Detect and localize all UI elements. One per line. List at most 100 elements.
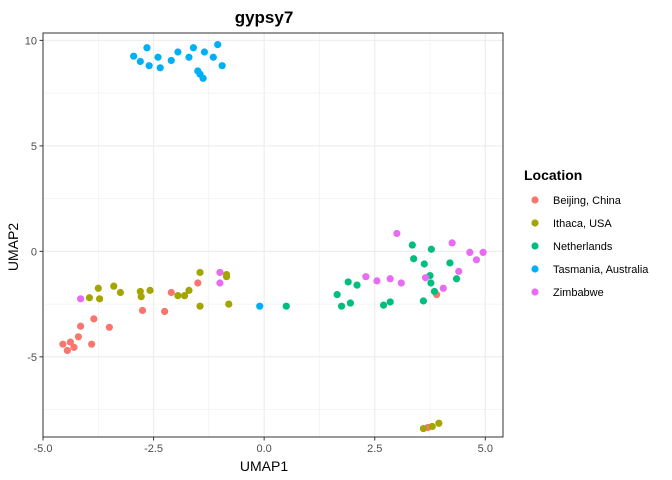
data-point (174, 292, 182, 300)
data-point (137, 293, 145, 301)
data-point (200, 48, 209, 56)
data-point (66, 338, 75, 346)
data-points (59, 41, 487, 433)
legend-key (531, 219, 539, 227)
data-point (393, 229, 401, 238)
data-point (452, 275, 461, 283)
chart-title: gypsy7 (235, 8, 294, 27)
data-point (105, 323, 113, 331)
data-point (63, 346, 71, 355)
data-point (256, 302, 264, 310)
data-point (225, 300, 233, 308)
data-point (143, 44, 151, 52)
data-point (421, 274, 430, 282)
data-point (455, 267, 463, 275)
data-point (138, 306, 147, 315)
data-point (59, 340, 67, 348)
data-point (397, 279, 405, 287)
data-point (88, 340, 96, 348)
data-point (353, 281, 361, 289)
data-point (110, 282, 118, 290)
data-point (386, 298, 394, 306)
data-point (96, 295, 104, 303)
data-point (167, 56, 175, 65)
data-point (154, 53, 162, 61)
data-point (373, 277, 381, 285)
data-point (216, 268, 224, 277)
data-point (136, 57, 144, 66)
data-point (85, 294, 94, 302)
data-point (333, 290, 341, 299)
data-point (156, 64, 164, 72)
y-tick-label: -5 (27, 352, 37, 364)
data-point (194, 279, 202, 287)
data-point (419, 297, 427, 305)
data-point (408, 241, 416, 249)
y-axis-ticks: -5 0 5 10 (25, 35, 43, 364)
legend-label: Beijing, China (553, 195, 622, 207)
x-tick-label: -5.0 (34, 443, 53, 455)
data-point (448, 239, 456, 247)
data-point (196, 302, 204, 310)
data-point (439, 284, 447, 292)
data-point (90, 315, 98, 323)
legend-label: Tasmania, Australia (553, 264, 649, 276)
x-tick-label: 0.0 (257, 443, 272, 455)
data-point (427, 279, 435, 287)
data-point (167, 288, 175, 297)
legend-label: Zimbabwe (553, 287, 604, 299)
data-point (94, 284, 102, 292)
data-point (435, 419, 443, 427)
data-point (216, 279, 224, 287)
data-point (222, 273, 231, 281)
data-point (76, 322, 85, 330)
data-point (430, 287, 439, 296)
data-point (214, 41, 222, 49)
data-point (185, 53, 193, 61)
data-point (386, 275, 394, 283)
data-point (209, 53, 217, 61)
plot-background (43, 33, 503, 437)
legend-label: Netherlands (553, 241, 613, 253)
legend-key (531, 288, 539, 296)
data-point (185, 286, 193, 294)
data-point (346, 299, 355, 307)
plot-border (42, 32, 504, 438)
legend-key (531, 265, 539, 273)
legend: Location Beijing, China Ithaca, USA Nether… (524, 167, 649, 299)
y-tick-label: 5 (31, 141, 37, 153)
y-axis-label: UMAP2 (5, 223, 21, 271)
legend-label: Ithaca, USA (553, 218, 612, 230)
data-point (130, 52, 138, 60)
x-tick-label: -2.5 (144, 443, 163, 455)
data-point (419, 424, 427, 433)
data-point (427, 245, 435, 253)
x-axis-label: UMAP1 (240, 458, 288, 474)
data-point (362, 273, 370, 281)
x-tick-label: 5.0 (478, 443, 493, 455)
data-point (161, 307, 169, 316)
data-point (218, 62, 226, 70)
data-point (428, 422, 436, 431)
y-tick-label: 10 (25, 35, 37, 47)
data-point (145, 62, 153, 70)
data-point (466, 248, 474, 257)
data-point (189, 44, 197, 52)
x-axis-ticks: -5.0 -2.5 0.0 2.5 5.0 (34, 437, 493, 455)
data-point (70, 343, 78, 351)
data-point (76, 295, 85, 303)
data-point (199, 74, 207, 82)
data-point (74, 333, 82, 341)
data-point (379, 301, 388, 309)
data-point (180, 292, 189, 300)
data-point (146, 286, 154, 294)
data-point (174, 48, 182, 56)
data-point (479, 248, 487, 257)
x-tick-label: 2.5 (367, 443, 382, 455)
data-point (282, 302, 290, 310)
data-point (420, 260, 428, 268)
legend-title: Location (524, 167, 582, 183)
y-tick-label: 0 (31, 246, 37, 258)
plot-panel (43, 33, 503, 437)
data-point (472, 256, 481, 264)
